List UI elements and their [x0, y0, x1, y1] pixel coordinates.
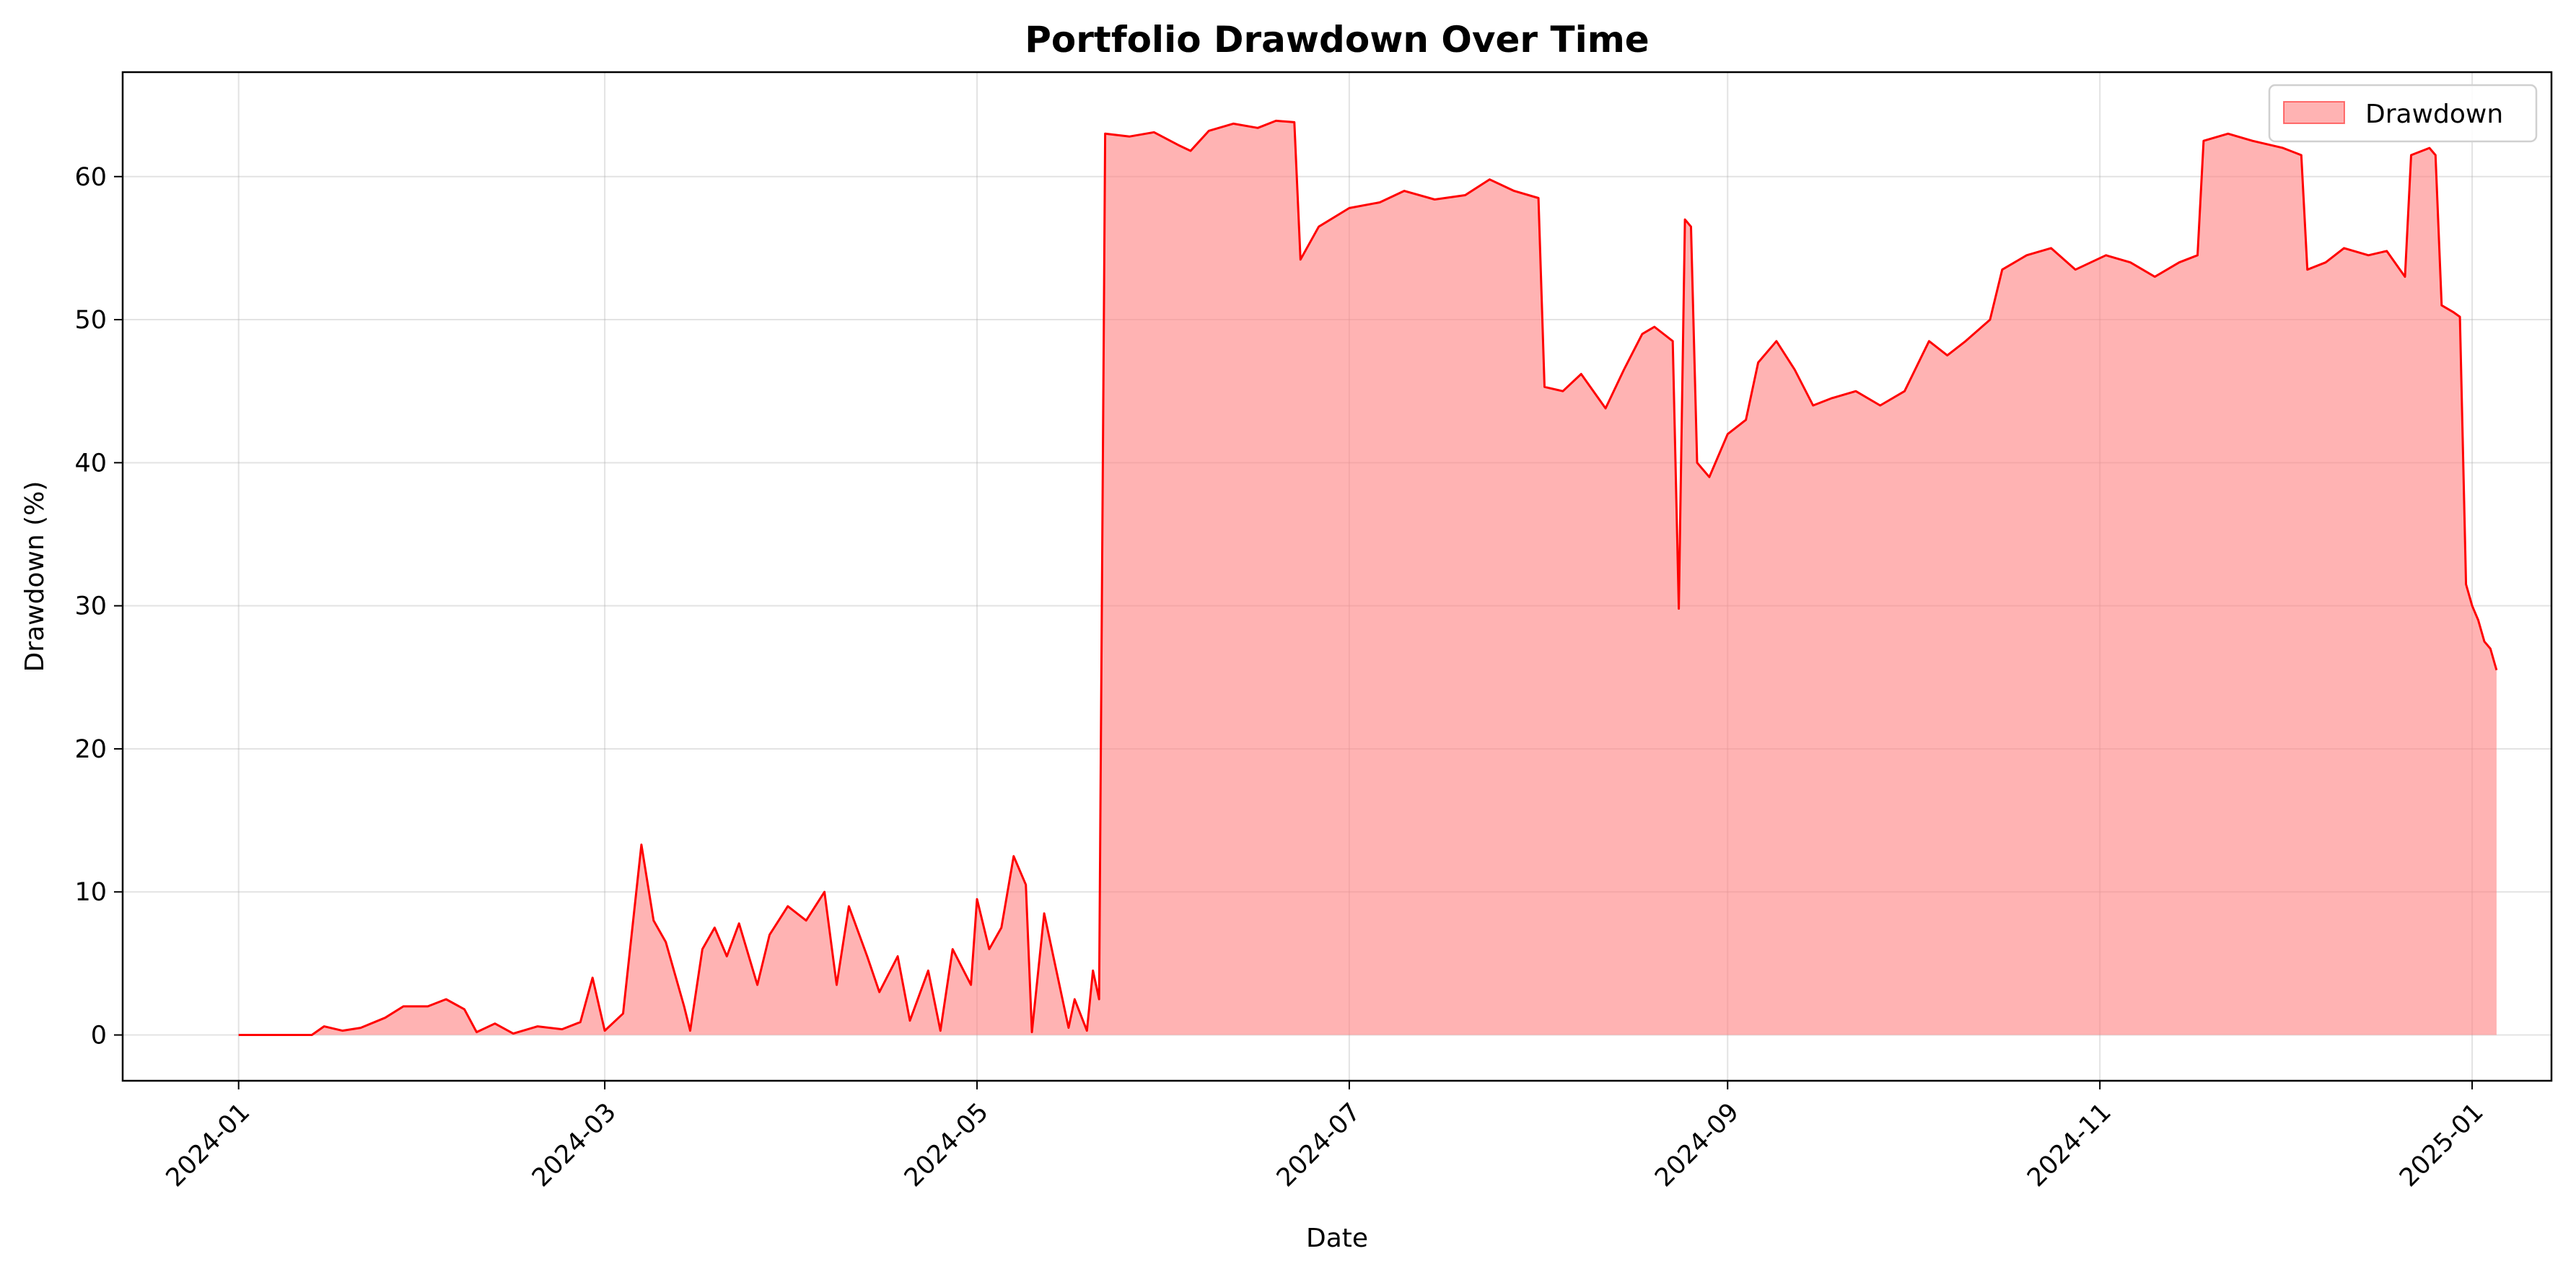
drawdown-area-fill [238, 120, 2497, 1035]
y-tick-label: 0 [91, 1022, 107, 1050]
y-tick-label: 20 [74, 735, 107, 764]
drawdown-line [238, 119, 2498, 1036]
plot-frame [121, 71, 2553, 1082]
legend-label: Drawdown [2365, 100, 2503, 129]
y-tick-label: 50 [74, 306, 107, 335]
y-axis-label: Drawdown (%) [20, 481, 50, 672]
y-tick-label: 60 [74, 163, 107, 192]
area-layer [238, 119, 2498, 1036]
chart-title: Portfolio Drawdown Over Time [1025, 19, 1649, 61]
legend-swatch [2283, 101, 2345, 124]
legend: Drawdown [2268, 84, 2538, 143]
legend-box [2268, 84, 2538, 143]
y-tick-label: 10 [74, 878, 107, 907]
y-tick-label: 40 [74, 449, 107, 478]
y-tick-label: 30 [74, 592, 107, 621]
x-axis-label: Date [1306, 1224, 1368, 1253]
